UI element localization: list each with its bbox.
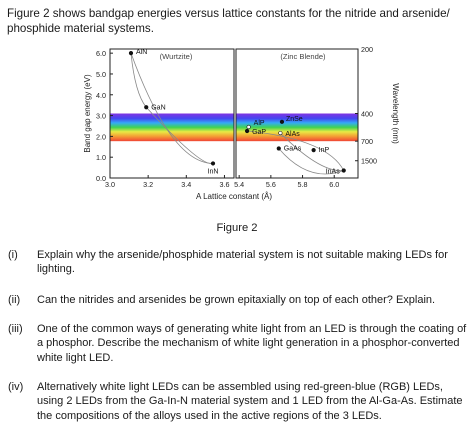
y-tick-label: 6.0 — [96, 49, 106, 58]
wavelength-tick-label: 1500 — [361, 157, 377, 166]
data-point-alp — [246, 124, 251, 130]
wavelength-tick-label: 200 — [361, 45, 373, 54]
intro-text: Figure 2 shows bandgap energies versus l… — [7, 7, 450, 35]
y-tick-label: 3.0 — [96, 112, 106, 121]
curve-aln-inn — [130, 53, 214, 164]
x-tick-label: 5.4 — [234, 180, 244, 189]
data-point-gaas — [276, 146, 281, 151]
curve-aln-gan — [130, 53, 147, 108]
data-point-inas — [341, 168, 346, 173]
x-tick-label: 3.4 — [181, 180, 191, 189]
x-tick-label: 6.0 — [329, 180, 339, 189]
data-point-alas — [278, 130, 283, 136]
question-number: (iii) — [8, 323, 23, 335]
y-tick-label: 0.0 — [96, 174, 106, 183]
question-text: One of the common ways of generating whi… — [37, 323, 467, 364]
data-label-gan: GaN — [151, 104, 165, 111]
data-label-gaas: GaAs — [284, 145, 302, 152]
data-label-inas: InAs — [326, 169, 341, 176]
data-point-aln — [128, 51, 134, 56]
question-3: (iii) One of the common ways of generati… — [8, 322, 468, 365]
question-2: (ii) Can the nitrides and arsenides be g… — [8, 293, 468, 307]
data-label-inp: InP — [319, 147, 330, 154]
curve-gaas-inas — [278, 148, 344, 175]
x-tick-label: 5.6 — [266, 180, 276, 189]
question-1: (i) Explain why the arsenide/phosphide m… — [8, 248, 468, 277]
y-axis-label: Band gap energy (eV) — [83, 74, 92, 153]
curve-alas-inas — [280, 132, 344, 171]
data-point-inn — [210, 161, 216, 166]
x-axis-label: A Lattice constant (Å) — [196, 192, 272, 201]
y-tick-label: 2.0 — [96, 132, 106, 141]
panel-label: (Zinc Blende) — [280, 52, 326, 61]
question-number: (ii) — [8, 294, 21, 306]
x-tick-label: 3.0 — [105, 180, 115, 189]
x-tick-label: 3.6 — [219, 180, 229, 189]
x-tick-label: 3.2 — [143, 180, 153, 189]
question-text: Alternatively white light LEDs can be as… — [37, 381, 463, 422]
data-label-alas: AlAs — [285, 131, 300, 138]
y-tick-label: 1.0 — [96, 153, 106, 162]
figure-caption: Figure 2 — [216, 222, 258, 234]
question-number: (i) — [8, 249, 18, 261]
question-text: Explain why the arsenide/phosphide mater… — [37, 249, 448, 276]
y2-axis-label: Wavelength (nm) — [391, 83, 400, 144]
data-label-znse: ZnSe — [286, 116, 303, 123]
data-point-inp — [311, 148, 316, 153]
curve-gap-inas — [247, 130, 345, 171]
data-label-inn: InN — [208, 168, 219, 175]
wavelength-tick-label: 700 — [361, 137, 373, 146]
y-tick-label: 5.0 — [96, 70, 106, 79]
data-point-gap — [244, 128, 250, 134]
y-tick-label: 4.0 — [96, 91, 106, 100]
question-4: (iv) Alternatively white light LEDs can … — [8, 380, 468, 423]
data-point-gan — [144, 105, 149, 110]
wavelength-tick-label: 400 — [361, 110, 373, 119]
bandgap-chart: 0.0 1.0 2.0 3.0 4.0 5.0 6.0 Band gap energy (eV… — [83, 45, 400, 201]
data-label-aln: AlN — [136, 49, 147, 56]
question-text: Can the nitrides and arsenides be grown … — [37, 294, 436, 306]
data-point-znse — [279, 119, 285, 124]
question-number: (iv) — [8, 381, 24, 393]
data-label-alp: AlP — [254, 120, 265, 127]
x-tick-label: 5.8 — [298, 180, 308, 189]
data-label-gap: GaP — [252, 129, 266, 136]
plot-frame — [109, 48, 235, 179]
visible-spectrum-band — [236, 113, 358, 142]
panel-label: (Wurtzite) — [160, 52, 193, 61]
figure-2: 0.0 1.0 2.0 3.0 4.0 5.0 6.0 Band gap energy (eV… — [0, 38, 474, 213]
